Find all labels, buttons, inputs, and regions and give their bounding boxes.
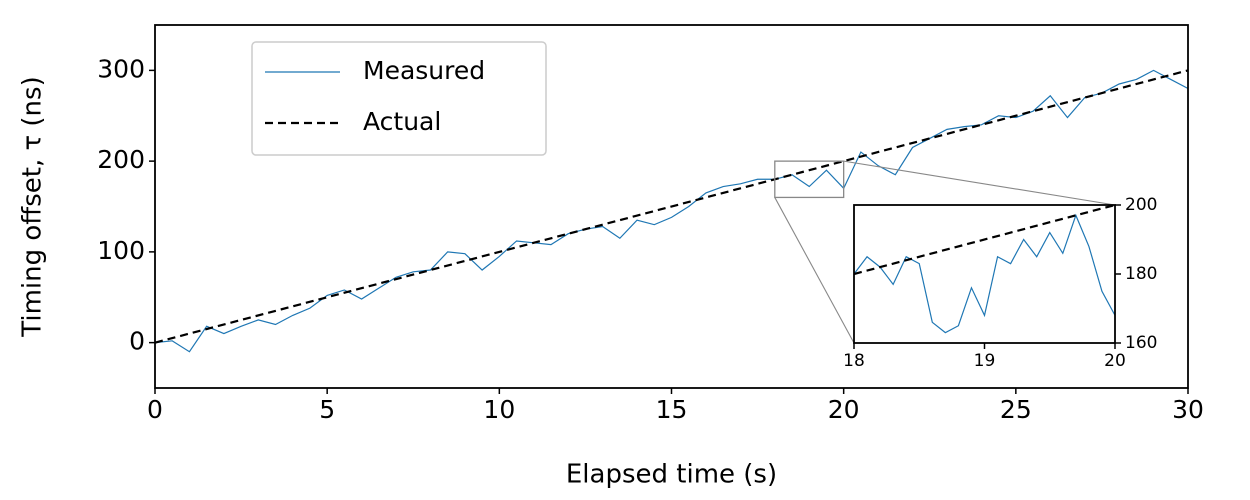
series-line	[854, 213, 1115, 334]
legend	[251, 41, 547, 156]
zoom-connector	[843, 160, 1116, 206]
x-tick-label: 5	[319, 395, 335, 424]
y-tick-label: 100	[97, 236, 145, 265]
series-line	[154, 69, 1189, 344]
y-tick-label: 180	[1125, 264, 1157, 284]
x-tick-label: 20	[828, 395, 860, 424]
legend-label: Measured	[363, 56, 485, 85]
x-axis-label: Elapsed time (s)	[566, 460, 777, 490]
series-line	[154, 69, 1189, 353]
inset-area	[854, 205, 1115, 343]
y-tick-label: 0	[129, 327, 145, 356]
zoom-connector	[774, 197, 855, 344]
x-tick-label: 25	[1000, 395, 1032, 424]
y-tick-label: 300	[97, 54, 145, 83]
legend-label: Actual	[363, 107, 441, 136]
x-tick-label: 20	[1104, 351, 1126, 371]
zoom-box	[774, 160, 845, 199]
series-line	[854, 205, 1115, 276]
x-tick-label: 30	[1172, 395, 1204, 424]
y-tick-label: 200	[97, 145, 145, 174]
x-tick-label: 18	[843, 351, 865, 371]
x-tick-label: 19	[974, 351, 996, 371]
x-tick-label: 0	[147, 395, 163, 424]
y-tick-label: 200	[1125, 195, 1157, 215]
y-axis-label: Timing offset, τ (ns)	[18, 76, 48, 337]
y-tick-label: 160	[1125, 333, 1157, 353]
x-tick-label: 15	[656, 395, 688, 424]
x-tick-label: 10	[483, 395, 515, 424]
